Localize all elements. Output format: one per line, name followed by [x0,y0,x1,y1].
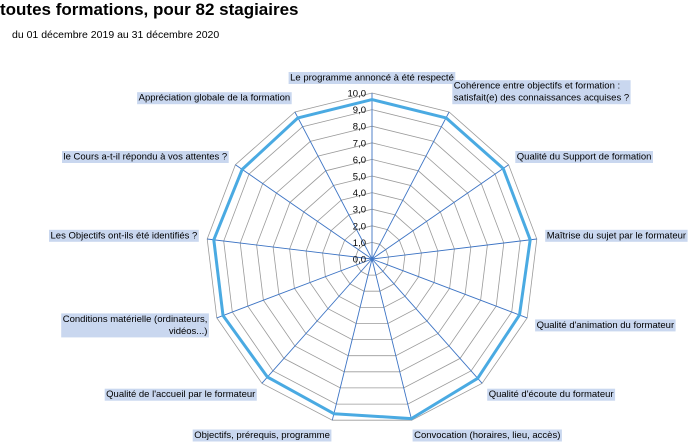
spoke-3 [371,164,509,260]
tick-label: 10,0 [348,89,367,100]
category-label-text: Les Objectifs ont-ils été identifiés ? [51,230,198,241]
spoke-6 [371,258,483,384]
label-highlight [288,72,456,84]
category-label-10: Conditions matérielle (ordinateurs,vidéo… [61,313,209,338]
category-label-text: vidéos...) [169,326,208,337]
grid-ring-3 [322,208,422,308]
category-label-13: Appréciation globale de la formation [137,92,292,105]
category-label-text: Qualité du Support de formation [517,152,652,163]
data-point-10 [221,314,225,317]
data-point-3 [502,167,505,170]
label-highlight [545,229,688,242]
spoke-11 [207,238,373,260]
category-label-7: Convocation (horaires, lieu, accès) [412,429,562,442]
radar-spokes [207,93,537,421]
category-label-text: le Cours a-t-il répondu à vos attentes ? [63,152,227,163]
grid-ring-10 [206,92,538,421]
data-point-8 [332,412,336,415]
category-label-6: Qualité d'écoute du formateur [487,388,616,401]
spoke-13 [294,111,373,260]
category-label-12: le Cours a-t-il répondu à vos attentes ? [62,151,229,163]
label-highlight [62,151,229,163]
grid-ring-1 [355,241,389,276]
data-point-11 [212,238,215,241]
tick-label: 0,0 [353,255,366,266]
label-highlight [49,229,199,242]
label-highlight [104,388,257,401]
category-labels: Le programme annoncé à été respectéCohér… [49,72,688,442]
data-point-9 [266,375,269,379]
data-point-2 [444,116,448,120]
grid-ring-9 [223,109,521,405]
data-point-13 [296,116,300,120]
data-point-7 [410,417,413,420]
category-label-4: Maîtrise du sujet par le formateur [545,229,688,242]
label-highlight [412,429,562,442]
series-line-1 [212,98,532,421]
spoke-7 [371,258,413,421]
category-label-text: Convocation (horaires, lieu, accès) [414,430,560,441]
category-label-text: Qualité d'écoute du formateur [489,389,614,400]
radial-tick-labels: 0,0 1,0 2,0 3,0 4,0 5,0 6,0 7,0 8,0 9,0 10,0 [348,89,367,266]
category-label-8: Objectifs, prérequis, programme [192,429,332,442]
tick-label: 3,0 [353,205,366,216]
tick-label: 1,0 [353,238,366,249]
label-highlight [61,313,209,338]
category-label-text: satisfait(e) des connaissances acquises … [454,93,629,104]
category-label-5: Qualité d'animation du formateur [535,319,676,332]
chart-subtitle: du 01 décembre 2019 au 31 décembre 2020 [12,29,220,41]
grid-ring-2 [338,225,406,292]
category-label-1: Le programme annoncé à été respecté [288,72,456,84]
spoke-12 [235,164,373,260]
label-highlight [137,92,292,105]
data-point-5 [518,313,521,317]
data-point-4 [529,238,532,241]
label-highlight [452,80,631,105]
spoke-8 [331,258,373,421]
category-label-text: Conditions matérielle (ordinateurs, [63,314,208,325]
category-label-text: Objectifs, prérequis, programme [194,430,330,441]
data-series [212,98,532,421]
spoke-10 [216,258,373,319]
data-point-12 [241,168,244,171]
grid-ring-7 [256,142,488,373]
tick-label: 7,0 [353,138,366,149]
category-label-text: Qualité de l'accueil par le formateur [106,389,255,400]
grid-ring-6 [272,158,472,357]
category-label-text: Le programme annoncé à été respecté [290,73,454,84]
spoke-9 [261,258,373,384]
tick-label: 8,0 [353,122,366,133]
tick-label: 4,0 [353,188,366,199]
chart-title: toutes formations, pour 82 stagiaires [0,0,299,19]
category-label-text: Appréciation globale de la formation [139,93,291,104]
data-point-6 [476,377,479,380]
label-highlight [535,319,676,332]
label-highlight [515,151,653,163]
tick-label: 6,0 [353,155,366,166]
data-point-1 [370,98,374,101]
category-label-2: Cohérence entre objectifs et formation :… [452,80,631,105]
grid-ring-5 [289,175,455,341]
tick-label: 5,0 [353,172,366,183]
label-highlight [487,388,616,401]
spoke-5 [371,258,528,319]
tick-label: 9,0 [353,105,366,116]
tick-label: 2,0 [353,221,366,232]
category-label-11: Les Objectifs ont-ils été identifiés ? [49,229,199,242]
label-highlight [192,429,332,442]
category-label-9: Qualité de l'accueil par le formateur [104,388,257,401]
category-label-text: Cohérence entre objectifs et formation : [454,81,620,92]
grid-ring-4 [305,192,439,324]
category-label-3: Qualité du Support de formation [515,151,653,163]
category-label-text: Qualité d'animation du formateur [537,320,675,331]
spoke-4 [371,238,537,260]
radar-grid [206,92,538,421]
category-label-text: Maîtrise du sujet par le formateur [547,230,686,241]
grid-ring-8 [239,125,505,389]
spoke-2 [371,111,450,260]
